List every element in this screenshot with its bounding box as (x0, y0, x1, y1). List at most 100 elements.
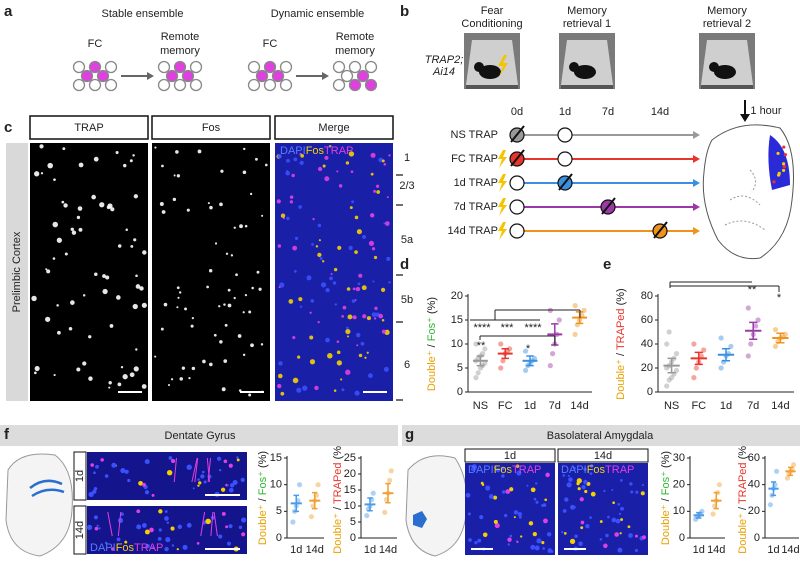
cell (341, 388, 345, 392)
data-point (370, 490, 376, 496)
cell (278, 286, 281, 289)
chamber-inner (701, 40, 753, 85)
y-tick-label: 60 (641, 314, 653, 326)
cell (340, 378, 343, 381)
cell (366, 351, 369, 354)
cell (589, 472, 593, 476)
cell (276, 199, 281, 204)
y-tick-label: 0 (457, 386, 463, 398)
cell (297, 355, 301, 359)
data-point (498, 365, 504, 371)
cell (31, 295, 37, 302)
cell (515, 464, 520, 468)
cell (563, 532, 567, 535)
cell (186, 208, 190, 212)
brain-cell (781, 168, 786, 173)
cell (369, 213, 375, 218)
cell (221, 511, 226, 516)
data-point (728, 343, 734, 349)
cell (203, 480, 207, 484)
cell (151, 546, 155, 549)
cell (124, 469, 129, 474)
session-empty (509, 223, 525, 239)
cell (336, 170, 339, 173)
column-label: 14d (594, 450, 612, 462)
significance: * (526, 343, 531, 355)
cell (374, 306, 378, 311)
ensemble-cell (247, 78, 261, 92)
shock (498, 222, 507, 240)
cell (161, 164, 164, 168)
cell (88, 491, 94, 498)
syringe (653, 221, 668, 239)
y-axis-label-part: (%) (660, 451, 672, 471)
y-axis-label-part: / (737, 504, 749, 513)
cell (34, 365, 40, 372)
dendrite (173, 457, 177, 483)
cell (53, 373, 56, 377)
cell (520, 535, 523, 538)
significance: ** (748, 284, 757, 296)
dendrite (200, 511, 206, 537)
cell (170, 526, 175, 531)
ensemble-cell (104, 60, 118, 74)
cell (93, 471, 96, 475)
y-axis-label-part: / (426, 341, 438, 350)
cell (77, 206, 83, 211)
cell (45, 316, 51, 322)
x-tick-label: 1d (364, 544, 376, 556)
stain-legend-part: TRAP (512, 464, 541, 476)
y-axis-label-part: (%) (257, 451, 269, 471)
shock (498, 55, 508, 77)
y-tick-label: 20 (451, 290, 463, 302)
session-title: Memory (707, 5, 747, 17)
data-point (664, 341, 670, 347)
y-axis-label-part: (%) (737, 442, 749, 462)
y-tick-label: 80 (641, 290, 653, 302)
cell (70, 300, 75, 305)
stain-legend-part: TRAP (324, 145, 353, 157)
x-tick-label: 14d (379, 544, 397, 556)
data-point (477, 365, 483, 371)
cell (364, 356, 367, 359)
cell (298, 205, 302, 209)
cell (225, 252, 229, 255)
cell (493, 519, 498, 524)
data-point (522, 348, 529, 354)
cell (543, 518, 548, 524)
session-empty (509, 199, 525, 215)
cell (546, 532, 552, 537)
cell (361, 285, 367, 291)
cell (238, 525, 243, 530)
cell (493, 466, 497, 469)
cell (286, 158, 290, 163)
cell (235, 273, 238, 277)
y-tick-label: 20 (748, 505, 760, 517)
cell (603, 543, 608, 549)
cell (336, 360, 342, 366)
cell (213, 333, 217, 337)
cell (197, 484, 200, 487)
cell (188, 376, 191, 380)
ensemble-cell (88, 78, 102, 92)
cell (138, 480, 143, 486)
cell (52, 257, 56, 260)
cell (627, 525, 631, 529)
cell (562, 474, 566, 477)
cell (312, 217, 315, 221)
cell (590, 491, 596, 497)
cell (362, 314, 367, 319)
cell (619, 532, 622, 535)
data-point (296, 482, 303, 488)
cell (198, 481, 202, 485)
y-axis-label-part: Double⁺ (332, 513, 344, 554)
cell (45, 268, 48, 271)
mouse (714, 65, 736, 79)
group-label-bg (432, 151, 500, 167)
y-axis-label-part: Fos⁺ (257, 471, 269, 495)
cell (250, 343, 254, 348)
y-axis-label-part: Fos⁺ (426, 317, 438, 341)
cell (223, 459, 228, 464)
cell (219, 340, 223, 344)
y-axis-label-part: (%) (615, 288, 627, 308)
